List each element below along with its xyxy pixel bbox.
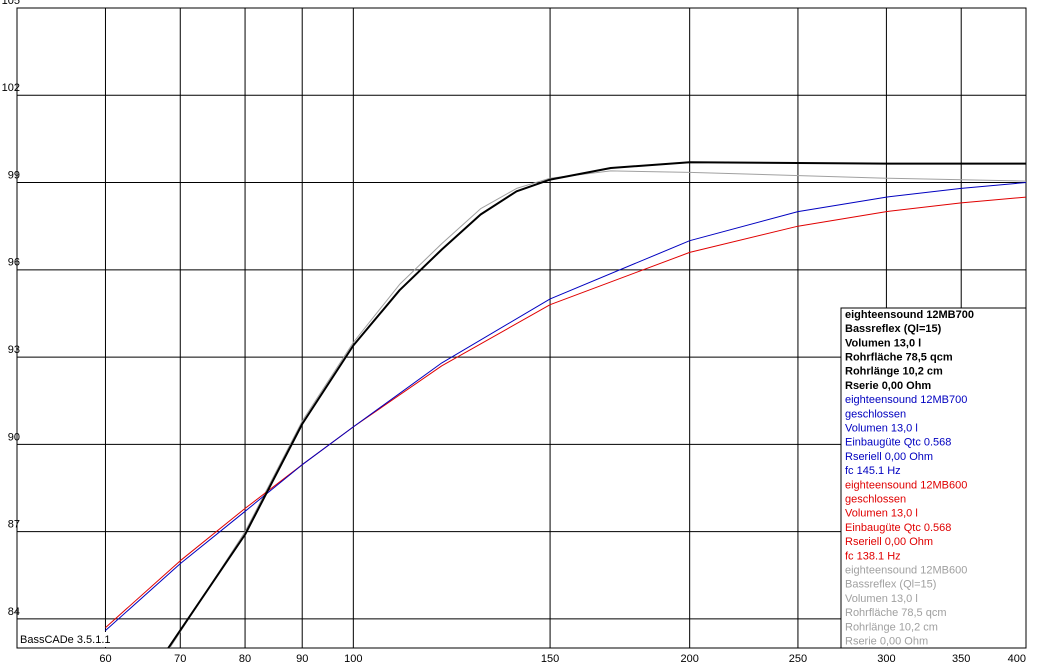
legend-entry: eighteensound 12MB700 [845, 394, 967, 406]
legend-detail: Rohrlänge 10,2 cm [845, 621, 938, 633]
legend-detail: fc 138.1 Hz [845, 550, 901, 562]
curve [169, 170, 1026, 648]
x-tick-label: 60 [99, 653, 111, 665]
legend-detail: Volumen 13,0 l [845, 337, 921, 349]
x-tick-label: 80 [239, 653, 251, 665]
curve [105, 182, 1026, 631]
legend-detail: Volumen 13,0 l [845, 423, 918, 435]
legend-detail: Rohrfläche 78,5 qcm [845, 607, 947, 619]
legend-detail: Volumen 13,0 l [845, 508, 918, 520]
legend-entry: eighteensound 12MB700 [845, 309, 974, 321]
legend-detail: geschlossen [845, 408, 906, 420]
legend-entry: eighteensound 12MB600 [845, 565, 967, 577]
legend-detail: Rseriell 0,00 Ohm [845, 536, 933, 548]
legend-detail: Rserie 0,00 Ohm [845, 636, 928, 648]
legend-detail: Rserie 0,00 Ohm [845, 380, 931, 392]
legend-detail: Einbaugüte Qtc 0.568 [845, 437, 951, 449]
y-tick-label: 93 [8, 344, 20, 356]
legend-detail: Bassreflex (Ql=15) [845, 323, 942, 335]
x-tick-label: 100 [344, 653, 362, 665]
x-tick-label: 70 [174, 653, 186, 665]
y-tick-label: 105 [2, 0, 20, 7]
x-tick-label: 90 [296, 653, 308, 665]
curve [105, 196, 1026, 628]
legend-detail: Einbaugüte Qtc 0.568 [845, 522, 951, 534]
legend-detail: fc 145.1 Hz [845, 465, 901, 477]
x-tick-label: 250 [789, 653, 807, 665]
y-tick-label: 96 [8, 257, 20, 269]
legend-detail: Bassreflex (Ql=15) [845, 579, 936, 591]
curve [167, 161, 1026, 648]
legend-box [840, 307, 1027, 649]
legend-detail: Volumen 13,0 l [845, 593, 918, 605]
legend-detail: Rohrfläche 78,5 qcm [845, 352, 953, 364]
y-tick-label: 99 [8, 169, 20, 181]
y-tick-label: 87 [8, 519, 20, 531]
legend-detail: Rseriell 0,00 Ohm [845, 451, 933, 463]
y-tick-label: 84 [8, 606, 20, 618]
legend-detail: geschlossen [845, 494, 906, 506]
y-tick-label: 102 [2, 82, 20, 94]
watermark-box [18, 632, 110, 647]
legend-detail: Rohrlänge 10,2 cm [845, 366, 943, 378]
watermark: BassCADe 3.5.1.1 [20, 634, 111, 646]
x-tick-label: 300 [877, 653, 895, 665]
x-tick-label: 200 [680, 653, 698, 665]
y-tick-label: 90 [8, 431, 20, 443]
x-tick-label: 150 [541, 653, 559, 665]
legend-entry: eighteensound 12MB600 [845, 479, 967, 491]
x-tick-label: 400 [1008, 653, 1026, 665]
x-tick-label: 350 [952, 653, 970, 665]
